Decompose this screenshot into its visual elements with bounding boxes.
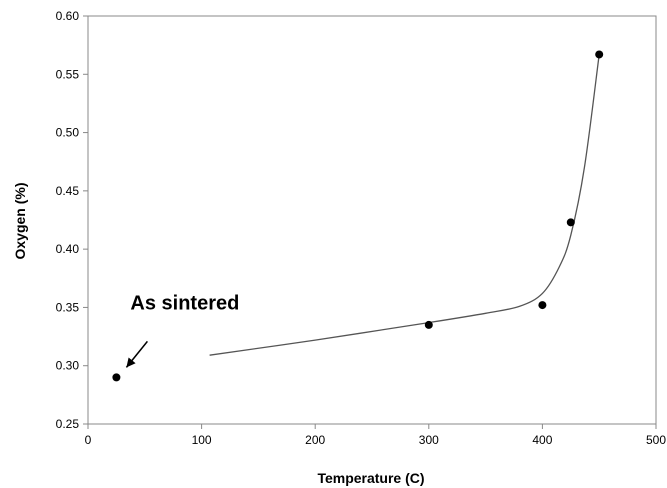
- x-tick-label: 500: [646, 433, 666, 447]
- data-point: [595, 50, 604, 59]
- data-points-group: [112, 50, 604, 382]
- x-tick-label: 100: [192, 433, 212, 447]
- plot-area-border: [87, 15, 657, 425]
- trend-line: [209, 54, 600, 356]
- y-tick-label: 0.45: [56, 184, 80, 198]
- y-tick-label: 0.35: [56, 300, 80, 314]
- y-tick-label: 0.30: [56, 359, 80, 373]
- trend-line-group: [209, 54, 600, 356]
- annotation-group: As sintered: [125, 292, 239, 368]
- y-tick-label: 0.25: [56, 417, 80, 431]
- x-tick-label: 0: [85, 433, 92, 447]
- annotation-arrow-head: [126, 357, 136, 368]
- data-point: [538, 301, 547, 310]
- y-tick-label: 0.50: [56, 126, 80, 140]
- axes: 0.25 0.30 0.35 0.40 0.45 0.50 0.55 0.60 0 100 200 3…: [56, 9, 667, 447]
- x-tick-label: 200: [305, 433, 325, 447]
- annotation-label: As sintered: [130, 292, 239, 314]
- y-tick-label: 0.55: [56, 67, 80, 81]
- y-tick-label: 0.60: [56, 9, 80, 23]
- data-point: [424, 320, 433, 329]
- y-tick-label: 0.40: [56, 242, 80, 256]
- x-tick-label: 400: [532, 433, 552, 447]
- data-point: [112, 373, 121, 382]
- x-axis-title: Temperature (C): [317, 470, 424, 486]
- x-tick-label: 300: [419, 433, 439, 447]
- data-point: [566, 218, 575, 227]
- y-axis-title: Oxygen (%): [12, 182, 28, 259]
